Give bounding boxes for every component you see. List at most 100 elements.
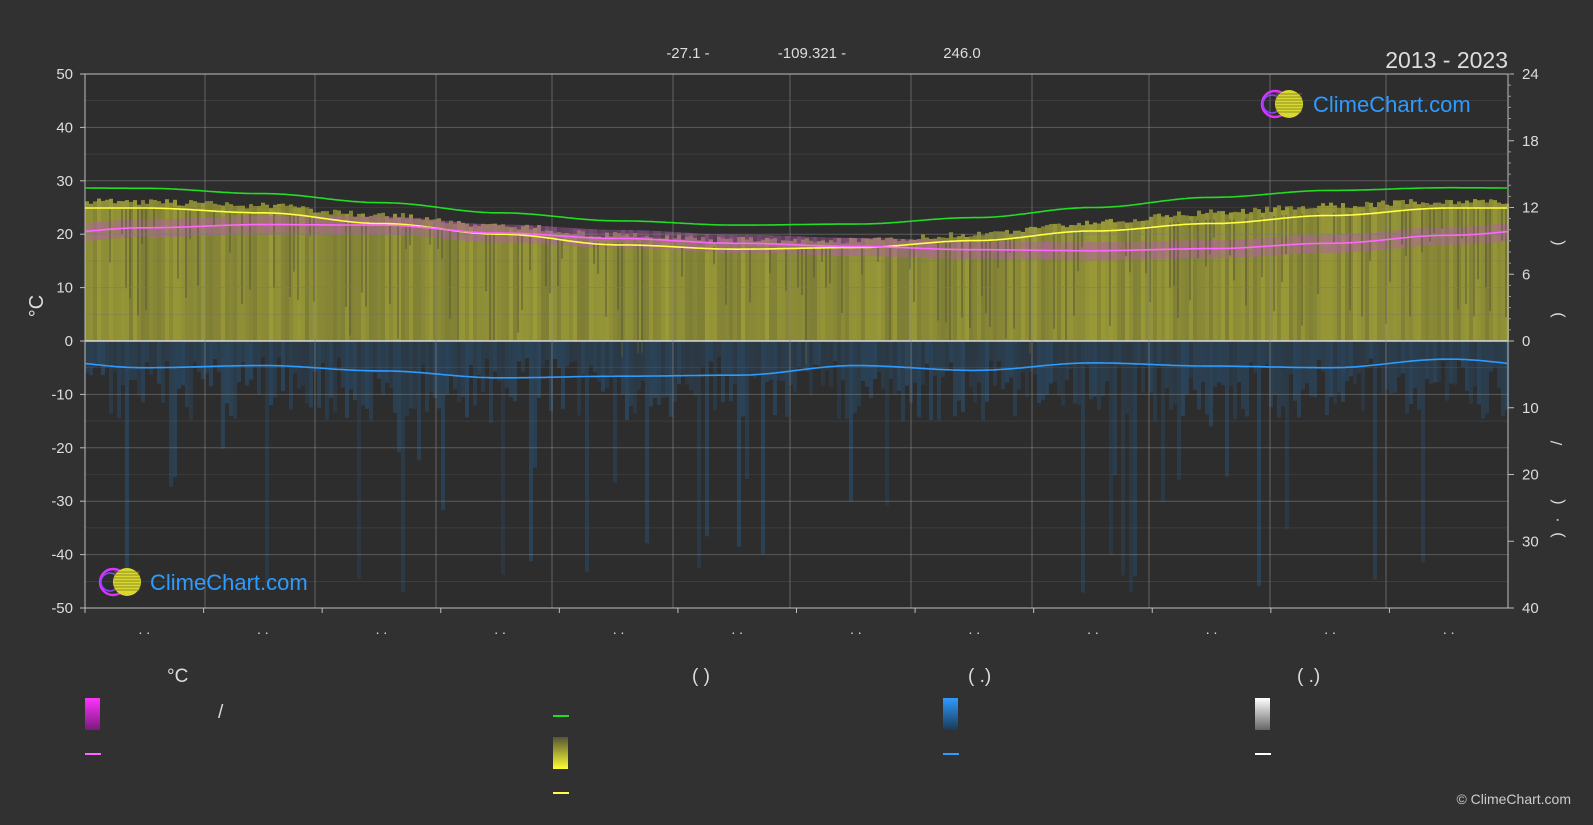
sunshine-texture [405,223,407,250]
precip-day-bar [293,341,297,374]
sunshine-texture [141,209,143,245]
x-tick-label: . . [1324,621,1336,637]
y-right-axis-label: ) [1549,312,1566,317]
precip-day-bar [945,341,949,370]
precip-day-bar [1277,341,1281,418]
series-line-sunshine [85,207,1507,250]
precip-day-bar [445,341,449,395]
sunshine-day-bar [877,237,881,341]
sunshine-day-bar [797,243,801,341]
precip-day-bar [317,341,321,408]
sunshine-texture [349,221,351,336]
sunshine-day-bar [993,231,997,341]
y-right-tick-label: 40 [1522,600,1539,617]
daily-bars [85,198,1509,593]
sunshine-day-bar [697,240,701,341]
sunshine-day-bar [781,240,785,341]
sunshine-texture [153,209,155,230]
precip-day-bar [113,341,117,372]
y-right-axis-label: ( [1549,240,1566,246]
sunshine-texture [1333,212,1335,243]
sunshine-texture [1301,213,1303,326]
sunshine-day-bar [401,213,405,341]
precip-day-bar [1021,341,1025,373]
sunshine-day-bar [737,236,741,341]
sunshine-day-bar [1197,210,1201,341]
sunshine-texture [825,247,827,289]
precip-day-bar [1313,341,1317,398]
precip-day-bar [697,341,701,569]
precip-day-bar [1353,341,1357,385]
sunshine-day-bar [341,213,345,341]
precip-day-bar [705,341,709,537]
precip-day-bar [877,341,881,372]
precip-day-bar [1421,341,1425,563]
y-right-tick-label: 12 [1522,200,1539,217]
precip-day-bar [125,341,129,590]
sunshine-day-bar [529,229,533,341]
sunshine-texture [441,228,443,259]
precip-day-bar [1105,341,1109,382]
sunshine-day-bar [509,227,513,341]
sunshine-day-bar [1253,207,1257,341]
sunshine-day-bar [281,203,285,341]
sunshine-day-bar [925,237,929,341]
y-right-tick-label: 24 [1522,66,1539,83]
precip-day-bar [505,341,509,388]
sunshine-day-bar [1297,207,1301,341]
sunshine-day-bar [821,240,825,341]
sunshine-day-bar [1413,201,1417,341]
sunshine-day-bar [837,238,841,341]
sunshine-texture [1233,219,1235,281]
sunshine-day-bar [385,216,389,341]
sunshine-day-bar [369,215,373,341]
precip-day-bar [1357,341,1361,374]
precip-day-bar [93,341,97,368]
precip-day-bar [1473,341,1477,387]
precip-day-bar [245,341,249,386]
precip-day-bar [285,341,289,367]
precip-day-bar [1437,341,1441,382]
sunshine-day-bar [593,236,597,341]
precip-day-bar [569,341,573,363]
precip-day-bar [289,341,293,410]
precip-day-bar [1269,341,1273,408]
sunshine-texture [529,234,531,271]
sunshine-texture [713,247,715,265]
precip-day-bar [601,341,605,392]
precip-day-bar [397,341,401,453]
sunshine-texture [617,242,619,310]
precip-day-bar [721,341,725,403]
sunshine-texture [1009,239,1011,253]
precip-day-bar [213,341,217,360]
precip-day-bar [1081,341,1085,593]
sunshine-day-bar [577,230,581,341]
sunshine-day-bar [445,223,449,341]
sunshine-day-bar [829,240,833,341]
sunshine-day-bar [1153,214,1157,341]
y-right-axis-label: / [1549,440,1566,445]
sunshine-texture [801,247,803,296]
precip-day-bar [461,341,465,397]
sunshine-day-bar [209,201,213,341]
precip-day-bar [1061,341,1065,406]
sunshine-texture [129,209,131,299]
precip-day-bar [1037,341,1041,404]
precip-day-bar [1281,341,1285,407]
sunshine-day-bar [693,238,697,341]
sunshine-day-bar [513,227,517,341]
sunshine-day-bar [437,218,441,341]
sunshine-texture [137,209,139,316]
sunshine-texture [1149,225,1151,303]
sunshine-day-bar [1097,223,1101,341]
longitude-label: -109.321 - [778,45,846,62]
legend-sunshine-swatch [553,737,568,769]
sunshine-texture [1441,208,1443,229]
sunshine-texture [1197,220,1199,259]
sunshine-texture [313,217,315,302]
sunshine-day-bar [381,212,385,341]
sunshine-day-bar [773,238,777,341]
sunshine-day-bar [765,237,769,341]
sunshine-day-bar [929,238,933,341]
sunshine-day-bar [1445,199,1449,341]
